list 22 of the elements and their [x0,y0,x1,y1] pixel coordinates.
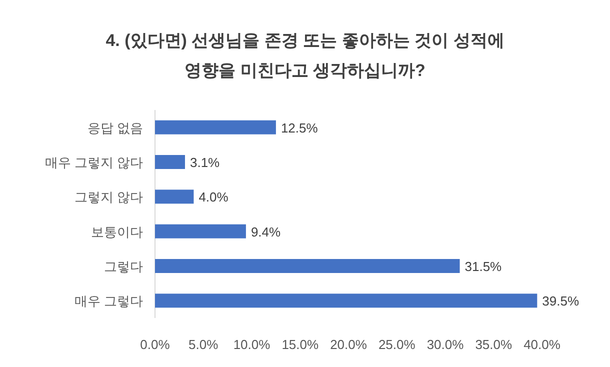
x-tick-label: 25.0% [378,337,416,352]
x-tick-label: 30.0% [426,337,464,352]
x-tick-label: 5.0% [188,337,219,352]
x-tick-label: 15.0% [282,337,319,352]
y-tick-label: 보통이다 [91,224,143,240]
y-tick-label: 매우 그렇다 [74,294,143,309]
data-label: 4.0% [198,190,229,205]
x-tick-label: 35.0% [475,337,512,352]
data-label: 39.5% [542,294,580,309]
y-tick-label: 그렇지 않다 [74,190,143,205]
y-tick-label: 응답 없음 [87,120,143,136]
data-label: 3.1% [190,155,220,170]
x-tick-label: 10.0% [233,337,271,352]
y-tick-label: 그렇다 [104,259,143,274]
x-tick-label: 20.0% [330,337,368,352]
x-tick-label: 0.0% [140,337,170,352]
data-label: 12.5% [280,120,318,136]
data-label: 9.4% [250,224,282,240]
y-tick-label: 매우 그렇지 않다 [44,155,143,170]
data-label: 31.5% [464,259,502,274]
x-tick-label: 40.0% [524,337,561,352]
title: 4. (있다면) 선생님을 존경 또는 좋아하는 것이 성적에 영향을 미친다고 생각하십니까? [106,31,504,80]
